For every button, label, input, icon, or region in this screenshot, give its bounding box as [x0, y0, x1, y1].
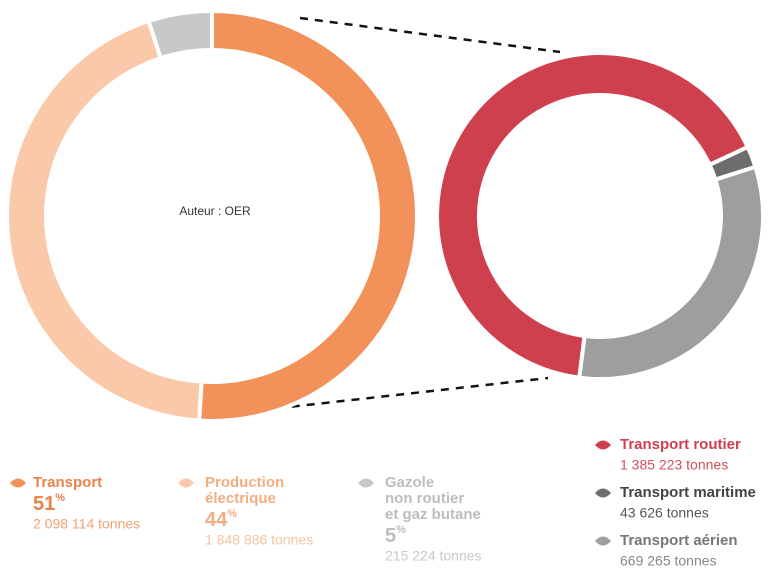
- legend-marker: [595, 488, 611, 498]
- donut-slice: [577, 164, 765, 381]
- connector-line: [261, 376, 549, 412]
- legend-marker: [358, 478, 374, 488]
- connector-line: [299, 16, 561, 54]
- annotation: Auteur : OER: [179, 204, 251, 218]
- legend-marker: [595, 440, 611, 450]
- donut-slice: [435, 51, 751, 380]
- legend-label: Transport: [33, 474, 102, 491]
- legend-label: Production: [205, 474, 284, 491]
- legend-marker: [10, 478, 26, 488]
- legend-label: non routier: [385, 490, 464, 507]
- legend-label: Transport aérien: [620, 532, 738, 549]
- donut-slice: [146, 8, 214, 61]
- value-label: 1 385 223 tonnes: [620, 457, 728, 473]
- legend-label: Gazole: [385, 474, 434, 491]
- value-label: 669 265 tonnes: [620, 553, 717, 568]
- legend-marker: [595, 536, 611, 546]
- donut-slice: [197, 8, 419, 423]
- value-label: 43 626 tonnes: [620, 505, 709, 521]
- legend-label: électrique: [205, 490, 276, 507]
- amount-label: 2 098 114 tonnes: [33, 516, 140, 532]
- amount-label: 215 224 tonnes: [385, 548, 482, 564]
- legend-label: Transport routier: [620, 436, 741, 453]
- value-label: 51%: [33, 492, 65, 515]
- legend-label: et gaz butane: [385, 506, 481, 523]
- legend-marker: [178, 478, 194, 488]
- unit: %: [227, 508, 237, 520]
- value: 5: [385, 525, 396, 547]
- legend-label: Transport maritime: [620, 484, 756, 501]
- value-label: 44%: [205, 508, 237, 531]
- value: 51: [33, 493, 55, 515]
- unit: %: [396, 524, 406, 536]
- donut-slice: [5, 18, 204, 423]
- amount-label: 1 848 886 tonnes: [205, 532, 313, 548]
- unit: %: [55, 492, 65, 504]
- value: 44: [205, 509, 228, 531]
- value-label: 5%: [385, 524, 406, 547]
